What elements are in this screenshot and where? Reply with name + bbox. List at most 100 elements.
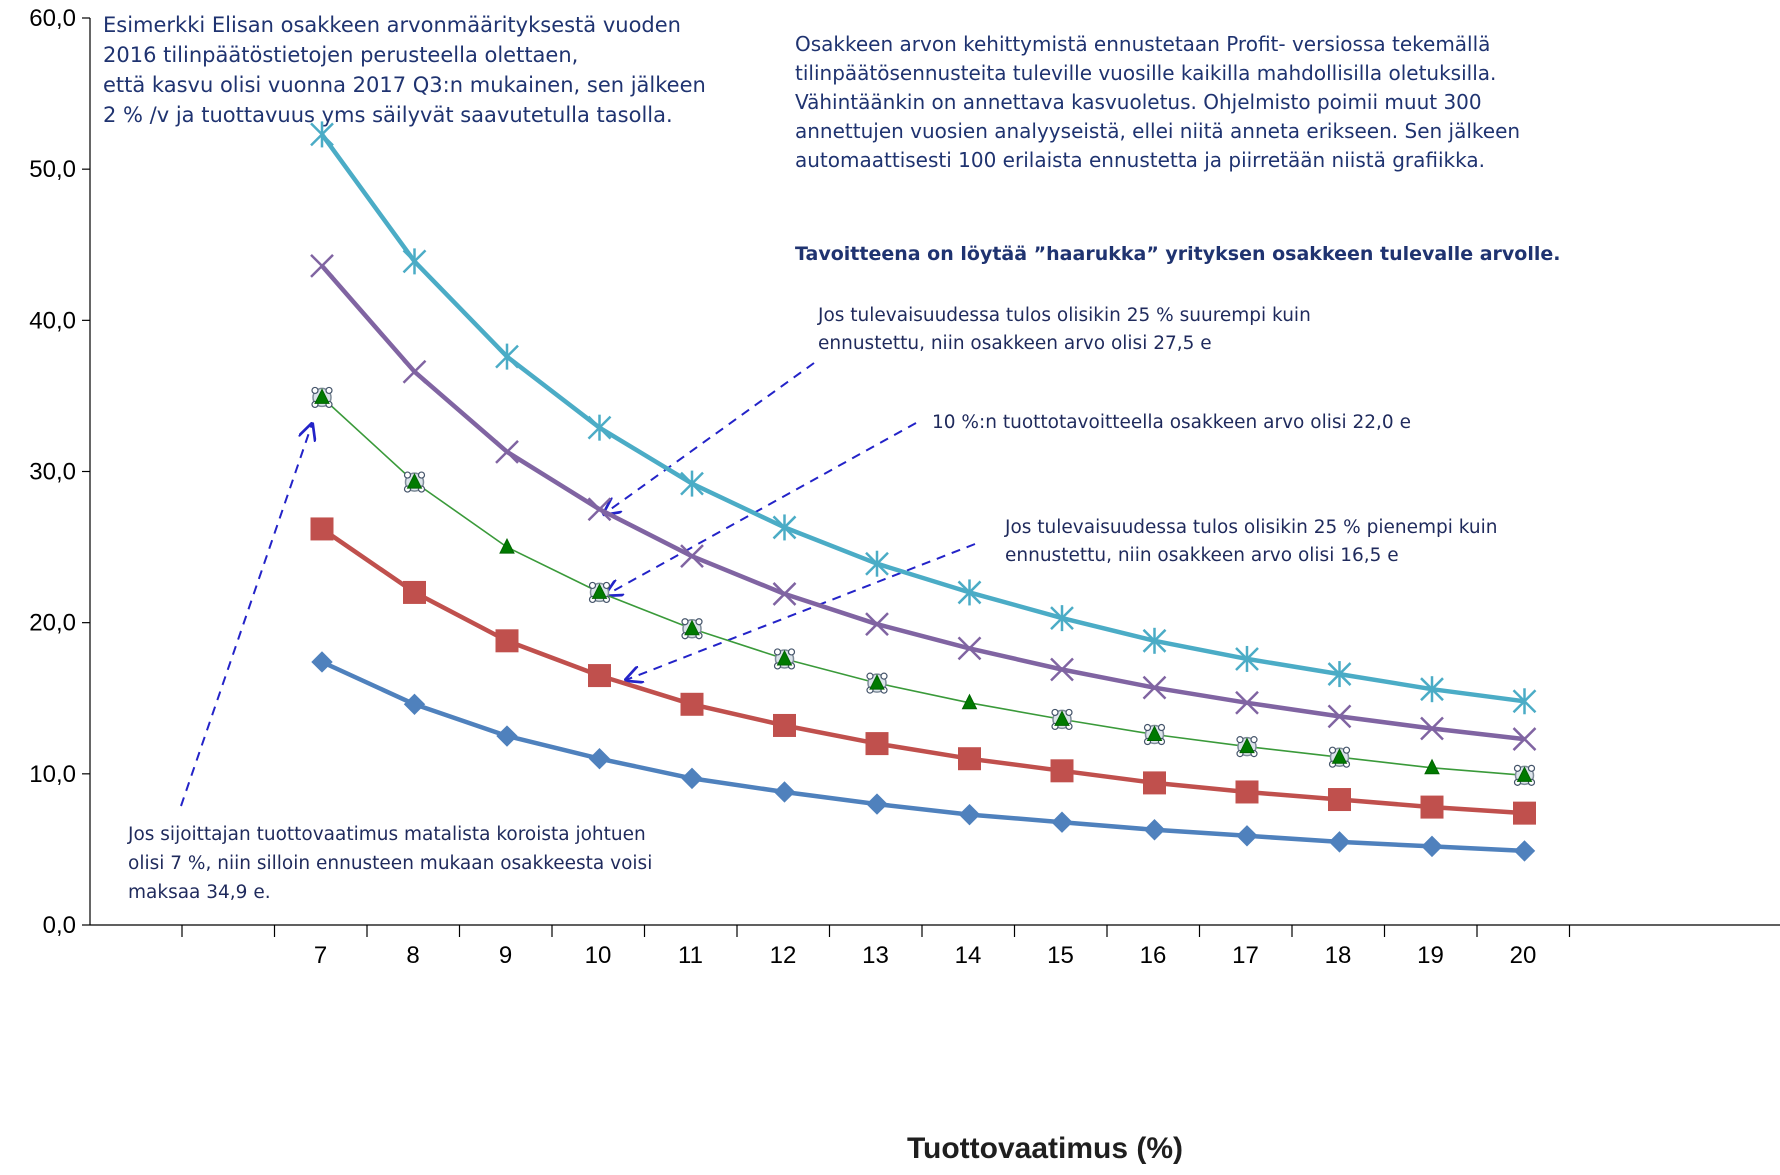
note-top-left-line: 2 % /v ja tuottavuus yms säilyvät saavut… xyxy=(103,103,673,127)
asterisk-marker xyxy=(680,470,704,497)
series-line xyxy=(321,396,1525,777)
diamond-marker xyxy=(311,651,333,673)
note-top-right-line: automaattisesti 100 erilaista ennustetta… xyxy=(795,148,1485,172)
note-upper-scenario: Jos tulevaisuudessa tulos olisikin 25 % … xyxy=(818,302,1311,358)
x-tick-label: 10 xyxy=(585,942,612,969)
series-2 xyxy=(311,386,1536,786)
note-upper-line: ennustettu, niin osakkeen arvo olisi 27,… xyxy=(818,333,1212,354)
triangle-marker xyxy=(869,674,885,690)
diamond-marker xyxy=(1421,835,1443,858)
asterisk-marker xyxy=(310,121,334,148)
triangle-marker xyxy=(499,537,515,554)
series-0 xyxy=(310,121,1537,715)
square-marker xyxy=(1420,795,1444,819)
x-tick-label: 9 xyxy=(499,942,512,969)
asterisk-marker xyxy=(865,550,889,577)
x-tick-label: 13 xyxy=(862,942,889,969)
triangle-marker xyxy=(406,472,423,489)
asterisk-marker xyxy=(957,579,982,606)
square-marker xyxy=(1050,759,1074,783)
triangle-marker xyxy=(314,388,330,404)
diamond-marker xyxy=(866,793,888,815)
note-top-right-line: tilinpäätösennusteita tuleville vuosille… xyxy=(795,61,1497,85)
diamond-marker xyxy=(1236,825,1258,847)
y-tick-label: 40,0 xyxy=(29,307,76,334)
series-line xyxy=(321,659,1525,854)
note-middle-scenario: 10 %:n tuottotavoitteella osakkeen arvo … xyxy=(932,412,1411,433)
note-lower-line: Jos tulevaisuudessa tulos olisikin 25 % … xyxy=(1005,517,1498,538)
y-tick-label: 20,0 xyxy=(29,610,76,637)
asterisk-marker xyxy=(1142,627,1167,654)
diamond-marker xyxy=(1143,819,1166,841)
note-top-left-line: Esimerkki Elisan osakkeen arvonmäärityks… xyxy=(103,13,681,37)
asterisk-marker xyxy=(587,414,612,441)
annotation-arrow xyxy=(626,543,976,680)
asterisk-marker xyxy=(1512,688,1537,715)
series-line xyxy=(320,264,1525,742)
x-marker xyxy=(1420,716,1444,741)
y-tick-label: 30,0 xyxy=(29,459,76,486)
x-marker xyxy=(772,582,797,606)
note-goal: Tavoitteena on löytää ”haarukka” yrityks… xyxy=(795,243,1561,265)
triangle-marker xyxy=(961,693,978,710)
x-axis-title: Tuottovaatimus (%) xyxy=(907,1132,1183,1165)
x-marker xyxy=(1512,727,1537,751)
square-marker xyxy=(1513,801,1536,825)
tick-labels: 0,0 10,0 20,0 30,0 40,0 50,0 60,0 7 8 9 10 11 12 13 14… xyxy=(29,5,1536,969)
note-top-left: Esimerkki Elisan osakkeen arvonmäärityks… xyxy=(103,10,706,130)
x-marker xyxy=(402,359,427,384)
square-marker xyxy=(1328,788,1351,812)
x-marker xyxy=(587,497,612,522)
square-marker xyxy=(1235,780,1259,804)
x-marker xyxy=(1235,690,1259,715)
asterisk-marker xyxy=(402,248,427,275)
note-top-right: Osakkeen arvon kehittymistä ennustetaan … xyxy=(795,30,1520,175)
asterisk-marker xyxy=(772,514,797,541)
x-marker xyxy=(1142,675,1167,700)
square-marker xyxy=(773,713,796,737)
y-tick-label: 50,0 xyxy=(29,156,76,183)
x-marker xyxy=(310,254,334,278)
square-marker xyxy=(865,732,889,756)
triangle-marker xyxy=(1516,766,1533,782)
x-tick-label: 8 xyxy=(406,942,419,969)
diamond-marker xyxy=(588,748,611,770)
y-tick-label: 60,0 xyxy=(29,5,76,32)
note-bottom-line: maksaa 34,9 e. xyxy=(128,882,271,903)
diamond-marker xyxy=(496,725,518,747)
x-tick-label: 16 xyxy=(1140,942,1167,969)
diamond-marker xyxy=(1328,831,1351,853)
square-marker xyxy=(588,664,611,688)
note-top-left-line: 2016 tilinpäätöstietojen perusteella ole… xyxy=(103,43,579,67)
annotation-arrow xyxy=(180,424,312,807)
axes xyxy=(82,17,1780,937)
diamond-marker xyxy=(1513,840,1536,862)
series-layer xyxy=(310,121,1537,862)
triangle-marker xyxy=(776,649,793,666)
diamond-marker xyxy=(681,767,703,790)
square-marker xyxy=(310,517,334,541)
asterisk-marker xyxy=(1420,676,1444,703)
note-lower-line: ennustettu, niin osakkeen arvo olisi 16,… xyxy=(1005,545,1399,566)
triangle-marker xyxy=(1331,748,1348,764)
x-marker xyxy=(865,612,889,637)
triangle-marker xyxy=(1146,725,1163,742)
diamond-marker xyxy=(773,781,796,803)
x-tick-label: 12 xyxy=(770,942,797,969)
asterisk-marker xyxy=(495,343,519,370)
series-line xyxy=(320,133,1525,704)
note-top-right-line: Vähintäänkin on annettava kasvuoletus. O… xyxy=(795,90,1482,114)
note-upper-line: Jos tulevaisuudessa tulos olisikin 25 % … xyxy=(818,305,1311,326)
y-tick-label: 0,0 xyxy=(43,912,76,939)
x-tick-label: 17 xyxy=(1232,942,1259,969)
asterisk-marker xyxy=(1327,661,1352,688)
x-marker xyxy=(680,544,704,569)
note-bottom-line: olisi 7 %, niin silloin ennusteen mukaan… xyxy=(128,853,653,874)
square-marker xyxy=(403,580,426,604)
x-marker xyxy=(957,636,982,661)
triangle-marker xyxy=(591,583,608,599)
asterisk-marker xyxy=(1050,605,1074,632)
square-marker xyxy=(495,629,519,653)
triangle-marker xyxy=(684,619,700,636)
